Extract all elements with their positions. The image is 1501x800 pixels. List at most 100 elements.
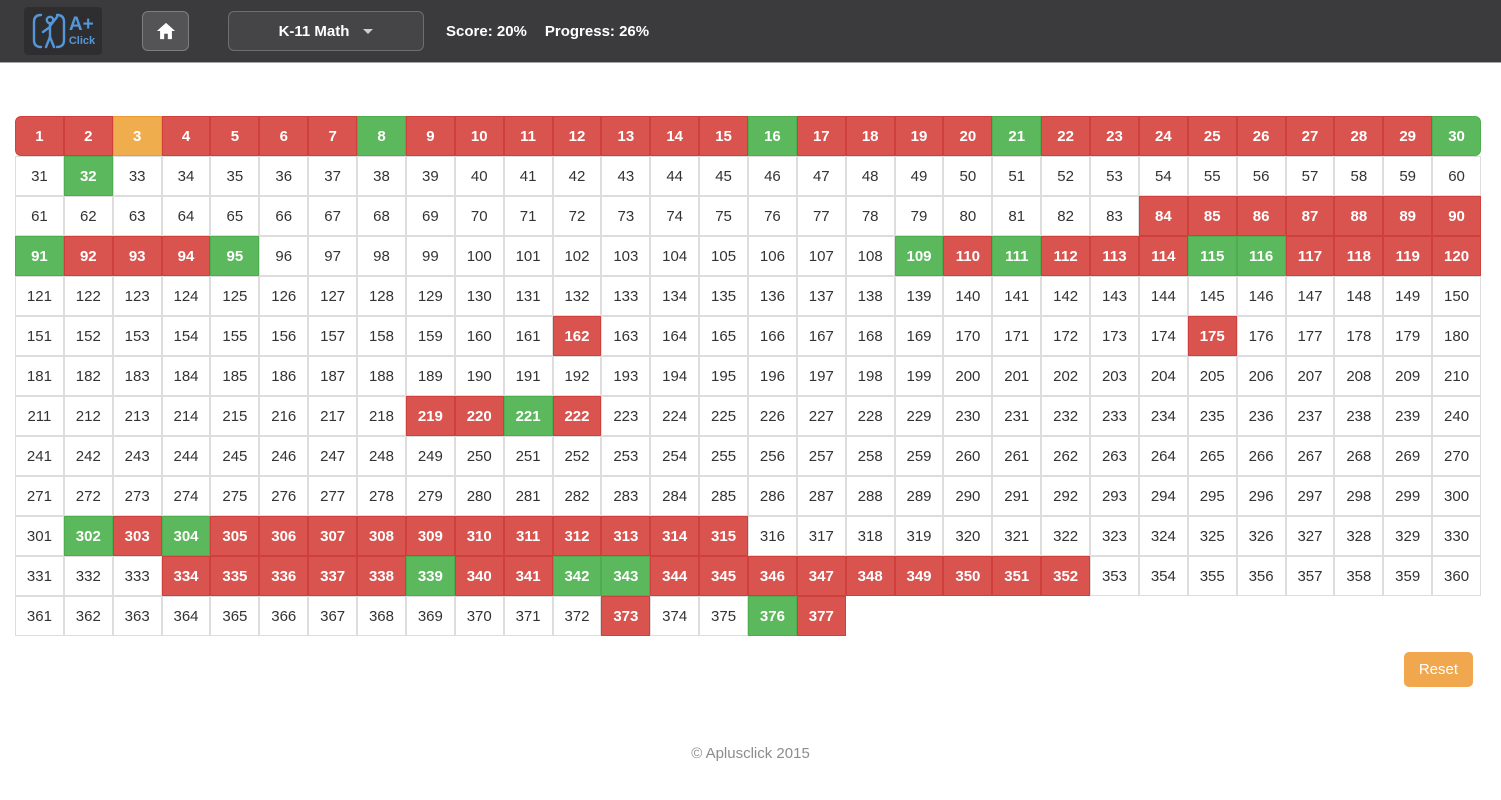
grid-cell-356[interactable]: 356: [1236, 556, 1286, 596]
grid-cell-193[interactable]: 193: [601, 356, 651, 396]
grid-cell-184[interactable]: 184: [161, 356, 211, 396]
grid-cell-219[interactable]: 219: [405, 396, 455, 436]
grid-cell-277[interactable]: 277: [308, 476, 358, 516]
grid-cell-67[interactable]: 67: [308, 196, 358, 236]
grid-cell-353[interactable]: 353: [1090, 556, 1139, 596]
grid-cell-361[interactable]: 361: [15, 596, 64, 636]
grid-cell-35[interactable]: 35: [210, 156, 260, 196]
grid-cell-211[interactable]: 211: [15, 396, 64, 436]
grid-cell-10[interactable]: 10: [454, 116, 504, 156]
grid-cell-84[interactable]: 84: [1138, 196, 1188, 236]
grid-cell-320[interactable]: 320: [943, 516, 993, 556]
grid-cell-364[interactable]: 364: [161, 596, 211, 636]
grid-cell-372[interactable]: 372: [552, 596, 602, 636]
grid-cell-260[interactable]: 260: [943, 436, 993, 476]
grid-cell-29[interactable]: 29: [1383, 116, 1433, 156]
grid-cell-30[interactable]: 30: [1432, 116, 1481, 156]
grid-cell-141[interactable]: 141: [992, 276, 1042, 316]
grid-cell-262[interactable]: 262: [1041, 436, 1091, 476]
grid-cell-114[interactable]: 114: [1138, 236, 1188, 276]
grid-cell-98[interactable]: 98: [357, 236, 406, 276]
grid-cell-152[interactable]: 152: [63, 316, 113, 356]
grid-cell-58[interactable]: 58: [1334, 156, 1384, 196]
grid-cell-103[interactable]: 103: [601, 236, 651, 276]
grid-cell-105[interactable]: 105: [699, 236, 748, 276]
grid-cell-168[interactable]: 168: [845, 316, 895, 356]
grid-cell-113[interactable]: 113: [1090, 236, 1139, 276]
grid-cell-151[interactable]: 151: [15, 316, 64, 356]
grid-cell-14[interactable]: 14: [650, 116, 700, 156]
grid-cell-139[interactable]: 139: [894, 276, 944, 316]
grid-cell-234[interactable]: 234: [1138, 396, 1188, 436]
grid-cell-351[interactable]: 351: [992, 556, 1042, 596]
grid-cell-97[interactable]: 97: [308, 236, 358, 276]
grid-cell-15[interactable]: 15: [699, 116, 748, 156]
grid-cell-176[interactable]: 176: [1236, 316, 1286, 356]
grid-cell-158[interactable]: 158: [357, 316, 406, 356]
grid-cell-275[interactable]: 275: [210, 476, 260, 516]
grid-cell-33[interactable]: 33: [112, 156, 162, 196]
grid-cell-287[interactable]: 287: [796, 476, 846, 516]
grid-cell-123[interactable]: 123: [112, 276, 162, 316]
grid-cell-246[interactable]: 246: [259, 436, 309, 476]
grid-cell-345[interactable]: 345: [699, 556, 748, 596]
grid-cell-69[interactable]: 69: [405, 196, 455, 236]
grid-cell-272[interactable]: 272: [63, 476, 113, 516]
grid-cell-72[interactable]: 72: [552, 196, 602, 236]
grid-cell-362[interactable]: 362: [63, 596, 113, 636]
grid-cell-305[interactable]: 305: [210, 516, 260, 556]
grid-cell-332[interactable]: 332: [63, 556, 113, 596]
grid-cell-233[interactable]: 233: [1090, 396, 1139, 436]
grid-cell-61[interactable]: 61: [15, 196, 64, 236]
grid-cell-186[interactable]: 186: [259, 356, 309, 396]
grid-cell-155[interactable]: 155: [210, 316, 260, 356]
grid-cell-312[interactable]: 312: [552, 516, 602, 556]
grid-cell-194[interactable]: 194: [650, 356, 700, 396]
grid-cell-236[interactable]: 236: [1236, 396, 1286, 436]
grid-cell-257[interactable]: 257: [796, 436, 846, 476]
grid-cell-318[interactable]: 318: [845, 516, 895, 556]
grid-cell-109[interactable]: 109: [894, 236, 944, 276]
grid-cell-118[interactable]: 118: [1334, 236, 1384, 276]
grid-cell-309[interactable]: 309: [405, 516, 455, 556]
grid-cell-232[interactable]: 232: [1041, 396, 1091, 436]
grid-cell-101[interactable]: 101: [503, 236, 553, 276]
grid-cell-226[interactable]: 226: [747, 396, 797, 436]
grid-cell-331[interactable]: 331: [15, 556, 64, 596]
grid-cell-47[interactable]: 47: [796, 156, 846, 196]
grid-cell-64[interactable]: 64: [161, 196, 211, 236]
grid-cell-68[interactable]: 68: [357, 196, 406, 236]
grid-cell-248[interactable]: 248: [357, 436, 406, 476]
grid-cell-370[interactable]: 370: [454, 596, 504, 636]
grid-cell-265[interactable]: 265: [1187, 436, 1237, 476]
grid-cell-241[interactable]: 241: [15, 436, 64, 476]
grid-cell-264[interactable]: 264: [1138, 436, 1188, 476]
grid-cell-83[interactable]: 83: [1090, 196, 1139, 236]
aplusclick-logo[interactable]: A+ Click: [24, 7, 102, 55]
grid-cell-358[interactable]: 358: [1334, 556, 1384, 596]
grid-cell-24[interactable]: 24: [1138, 116, 1188, 156]
grid-cell-94[interactable]: 94: [161, 236, 211, 276]
grid-cell-63[interactable]: 63: [112, 196, 162, 236]
grid-cell-354[interactable]: 354: [1138, 556, 1188, 596]
grid-cell-297[interactable]: 297: [1285, 476, 1335, 516]
grid-cell-73[interactable]: 73: [601, 196, 651, 236]
grid-cell-140[interactable]: 140: [943, 276, 993, 316]
grid-cell-180[interactable]: 180: [1432, 316, 1481, 356]
grid-cell-368[interactable]: 368: [357, 596, 406, 636]
grid-cell-206[interactable]: 206: [1236, 356, 1286, 396]
grid-cell-62[interactable]: 62: [63, 196, 113, 236]
grid-cell-283[interactable]: 283: [601, 476, 651, 516]
grid-cell-78[interactable]: 78: [845, 196, 895, 236]
grid-cell-212[interactable]: 212: [63, 396, 113, 436]
grid-cell-169[interactable]: 169: [894, 316, 944, 356]
grid-cell-367[interactable]: 367: [308, 596, 358, 636]
grid-cell-171[interactable]: 171: [992, 316, 1042, 356]
grid-cell-116[interactable]: 116: [1236, 236, 1286, 276]
grid-cell-359[interactable]: 359: [1383, 556, 1433, 596]
grid-cell-144[interactable]: 144: [1138, 276, 1188, 316]
grid-cell-357[interactable]: 357: [1285, 556, 1335, 596]
grid-cell-136[interactable]: 136: [747, 276, 797, 316]
grid-cell-341[interactable]: 341: [503, 556, 553, 596]
grid-cell-137[interactable]: 137: [796, 276, 846, 316]
